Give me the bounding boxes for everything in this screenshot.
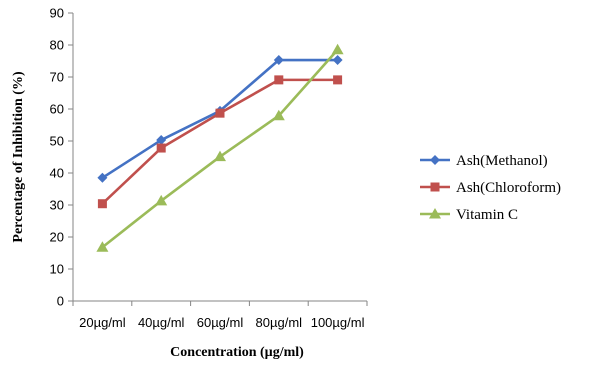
data-point xyxy=(96,241,109,252)
data-point xyxy=(97,172,108,183)
x-tick-label: 100µg/ml xyxy=(311,315,365,330)
data-point xyxy=(156,135,167,146)
legend-item: Ash(Chloroform) xyxy=(420,180,561,196)
legend-marker xyxy=(430,182,440,192)
y-tick-label: 30 xyxy=(50,198,64,213)
y-tick-label: 60 xyxy=(50,102,64,117)
data-point xyxy=(274,75,284,85)
y-axis: 0 10 20 30 40 50 60 70 80 90 xyxy=(50,6,74,309)
y-tick-label: 40 xyxy=(50,166,64,181)
data-point xyxy=(332,55,343,66)
y-tick-label: 20 xyxy=(50,230,64,245)
legend-label: Vitamin C xyxy=(456,207,518,223)
series-3 xyxy=(96,43,344,252)
x-tick-label: 60µg/ml xyxy=(197,315,244,330)
legend-marker xyxy=(430,155,440,165)
data-point xyxy=(273,55,284,66)
y-tick-label: 70 xyxy=(50,70,64,85)
data-point xyxy=(214,150,226,162)
x-tick-label: 40µg/ml xyxy=(138,315,185,330)
y-tick-label: 90 xyxy=(50,6,64,21)
y-tick-label: 80 xyxy=(50,38,64,53)
y-tick-label: 0 xyxy=(57,294,64,309)
legend: Ash(Methanol) Ash(Chloroform) Vitamin C xyxy=(420,153,561,223)
y-tick-label: 10 xyxy=(50,262,64,277)
data-point xyxy=(156,143,166,153)
legend-marker xyxy=(429,208,441,219)
legend-label: Ash(Chloroform) xyxy=(456,180,561,196)
data-point xyxy=(333,75,343,85)
data-point xyxy=(155,194,168,206)
y-tick-label: 50 xyxy=(50,134,64,149)
x-axis: 20µg/ml 40µg/ml 60µg/ml 80µg/ml 100µg/ml xyxy=(72,300,368,330)
data-point xyxy=(331,43,344,55)
legend-label: Ash(Methanol) xyxy=(456,153,548,169)
series-2 xyxy=(97,75,343,209)
legend-item: Ash(Methanol) xyxy=(420,153,548,169)
series-1 xyxy=(97,55,343,183)
data-point xyxy=(272,109,285,121)
x-tick-label: 20µg/ml xyxy=(79,315,126,330)
series-line xyxy=(101,78,338,205)
data-point xyxy=(97,199,107,209)
x-axis-title: Concentration (µg/ml) xyxy=(170,345,304,360)
x-tick-label: 80µg/ml xyxy=(256,315,303,330)
data-point xyxy=(215,108,225,118)
y-axis-title: Percentage of Inhibition (%) xyxy=(11,71,26,243)
series-layer xyxy=(96,43,344,252)
legend-item: Vitamin C xyxy=(420,207,518,223)
